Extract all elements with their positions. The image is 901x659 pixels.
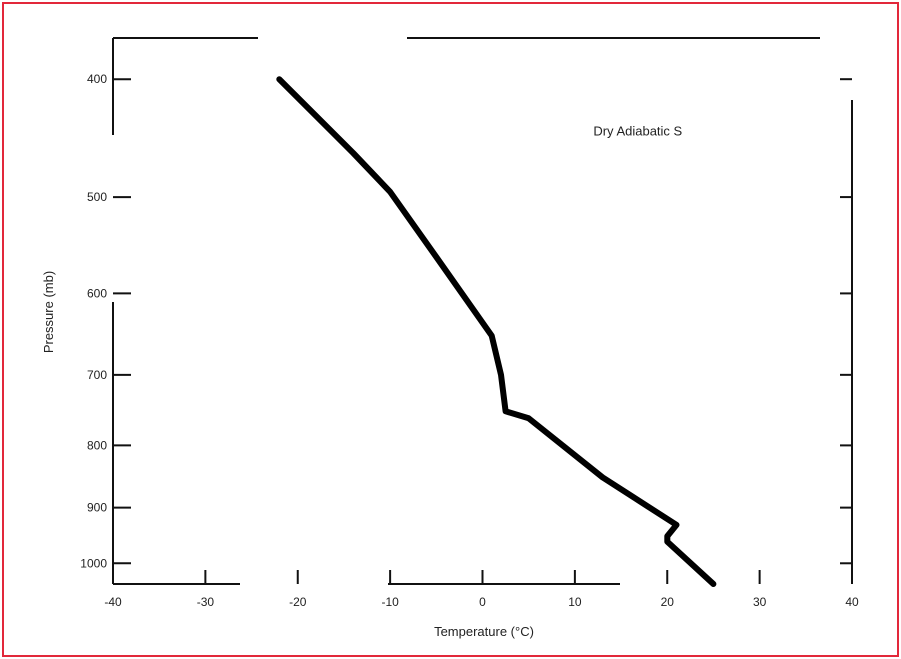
annotations: Dry Adiabatic S	[593, 124, 682, 139]
x-tick-label: 0	[479, 595, 486, 609]
y-tick-label: 600	[87, 286, 107, 300]
y-tick-label: 1000	[80, 556, 107, 570]
y-tick-label: 700	[87, 368, 107, 382]
x-tick-label: -30	[197, 595, 215, 609]
x-tick-label: 20	[661, 595, 675, 609]
axes	[112, 37, 853, 585]
annotation-label: Dry Adiabatic S	[593, 124, 682, 139]
x-axis-label: Temperature (°C)	[434, 624, 534, 639]
x-tick-label: 40	[845, 595, 859, 609]
tick-labels: -40 -30 -20 -10 0 10 20 30 40 400 500 600 700 800 900 1…	[80, 72, 859, 609]
sounding-series	[276, 76, 717, 587]
x-tick-label: 30	[753, 595, 767, 609]
x-tick-label: 10	[568, 595, 582, 609]
y-tick-label: 900	[87, 501, 107, 515]
x-tick-label: -10	[381, 595, 399, 609]
y-tick-label: 400	[87, 72, 107, 86]
y-axis-label: Pressure (mb)	[41, 271, 56, 353]
y-tick-label: 800	[87, 438, 107, 452]
x-tick-label: -40	[104, 595, 122, 609]
x-tick-label: -20	[289, 595, 307, 609]
y-tick-label: 500	[87, 190, 107, 204]
sounding-line	[276, 76, 717, 587]
ticks	[113, 78, 852, 584]
